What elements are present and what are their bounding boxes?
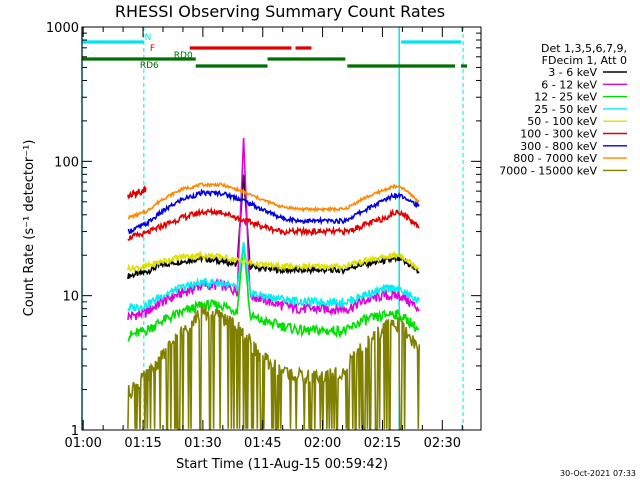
x-tick-label: 01:30 xyxy=(184,436,221,451)
flag-label: RD0 xyxy=(174,51,193,61)
legend-label: 300 - 800 keV xyxy=(520,140,597,153)
legend-label: 12 - 25 keV xyxy=(534,91,597,104)
legend-label: 25 - 50 keV xyxy=(534,103,597,116)
series-100-300keV xyxy=(127,206,420,241)
flag-bars: NF RD0 RD6 xyxy=(82,33,468,71)
chart-title: RHESSI Observing Summary Count Rates xyxy=(115,2,445,21)
flag-label: N xyxy=(145,33,152,43)
x-tick-label: 02:00 xyxy=(304,436,341,451)
y-tick-label: 10 xyxy=(62,290,79,305)
x-tick-label: 01:15 xyxy=(124,436,161,451)
series-300-800keV xyxy=(127,188,420,235)
series-lines xyxy=(127,137,420,430)
y-tick-label: 100 xyxy=(54,155,79,170)
axes xyxy=(81,26,482,431)
legend: Det 1,3,5,6,7,9,FDecim 1, Att 03 - 6 keV… xyxy=(499,42,627,177)
x-axis-label: Start Time (11-Aug-15 00:59:42) xyxy=(176,457,388,472)
legend-label: 3 - 6 keV xyxy=(548,66,597,79)
series-800-7000keV xyxy=(127,182,420,220)
legend-label: 100 - 300 keV xyxy=(520,128,597,141)
x-tick-label: 02:15 xyxy=(364,436,401,451)
y-tick-label: 1 xyxy=(71,424,79,439)
legend-header: Det 1,3,5,6,7,9, xyxy=(541,42,627,55)
y-tick-label: 1000 xyxy=(46,21,79,36)
legend-label: 6 - 12 keV xyxy=(541,78,597,91)
y-tick-labels: 1 10 100 1000 xyxy=(46,21,79,439)
x-tick-label: 01:45 xyxy=(244,436,281,451)
series-12-25keV xyxy=(127,242,420,342)
flag-label: F xyxy=(150,44,155,54)
series-25-50keV xyxy=(127,242,420,312)
timestamp: 30-Oct-2021 07:33 xyxy=(560,469,636,478)
series-7000-15000keV xyxy=(127,305,420,430)
legend-label: 800 - 7000 keV xyxy=(513,152,597,165)
x-tick-labels: 01:00 01:15 01:30 01:45 02:00 02:15 02:30 xyxy=(64,436,461,451)
series-red-upper-start xyxy=(127,185,147,200)
x-tick-label: 01:00 xyxy=(64,436,101,451)
legend-label: 7000 - 15000 keV xyxy=(499,164,597,177)
x-tick-label: 02:30 xyxy=(424,436,461,451)
flag-label: RD6 xyxy=(140,61,159,71)
series-6-12keV xyxy=(127,137,420,322)
legend-header: FDecim 1, Att 0 xyxy=(542,54,627,67)
plot-frame xyxy=(81,26,482,431)
y-axis-label: Count Rate (s⁻¹ detector⁻¹) xyxy=(22,140,37,317)
legend-label: 50 - 100 keV xyxy=(527,115,597,128)
series-50-100keV xyxy=(127,250,420,274)
